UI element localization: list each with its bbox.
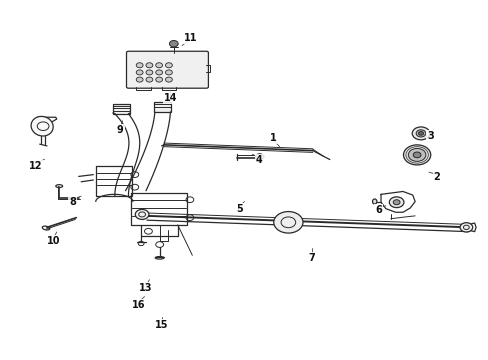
Ellipse shape	[372, 199, 376, 204]
Circle shape	[165, 70, 172, 75]
Circle shape	[412, 152, 420, 158]
Circle shape	[156, 70, 162, 75]
Text: 2: 2	[433, 172, 440, 182]
Text: 7: 7	[308, 253, 315, 263]
Circle shape	[146, 77, 153, 82]
FancyBboxPatch shape	[126, 51, 208, 88]
Circle shape	[411, 127, 429, 140]
Text: 1: 1	[270, 133, 277, 143]
Text: 4: 4	[255, 155, 262, 165]
Circle shape	[273, 212, 303, 233]
Circle shape	[169, 41, 178, 47]
Ellipse shape	[31, 116, 53, 136]
Text: 8: 8	[69, 197, 76, 207]
Text: 15: 15	[155, 320, 168, 330]
Circle shape	[407, 148, 425, 161]
Circle shape	[255, 154, 263, 159]
Text: 5: 5	[236, 204, 243, 214]
Circle shape	[165, 63, 172, 68]
Circle shape	[136, 77, 143, 82]
Circle shape	[392, 200, 399, 205]
Text: 14: 14	[163, 93, 177, 103]
Circle shape	[388, 197, 403, 208]
Text: 13: 13	[139, 283, 152, 293]
Circle shape	[418, 132, 423, 135]
Text: 16: 16	[132, 300, 145, 310]
Circle shape	[165, 77, 172, 82]
Bar	[113, 104, 130, 114]
Circle shape	[156, 63, 162, 68]
Circle shape	[136, 63, 143, 68]
Circle shape	[459, 223, 472, 232]
Circle shape	[136, 70, 143, 75]
Text: 11: 11	[184, 33, 197, 43]
Circle shape	[403, 145, 430, 165]
Bar	[154, 102, 171, 112]
Circle shape	[156, 77, 162, 82]
Circle shape	[146, 70, 153, 75]
Text: 9: 9	[117, 125, 123, 135]
Circle shape	[146, 63, 153, 68]
Text: 10: 10	[46, 236, 60, 246]
Text: 3: 3	[427, 131, 433, 141]
Text: 6: 6	[374, 206, 381, 216]
Circle shape	[135, 210, 149, 220]
Text: 12: 12	[29, 161, 42, 171]
Circle shape	[415, 130, 425, 137]
